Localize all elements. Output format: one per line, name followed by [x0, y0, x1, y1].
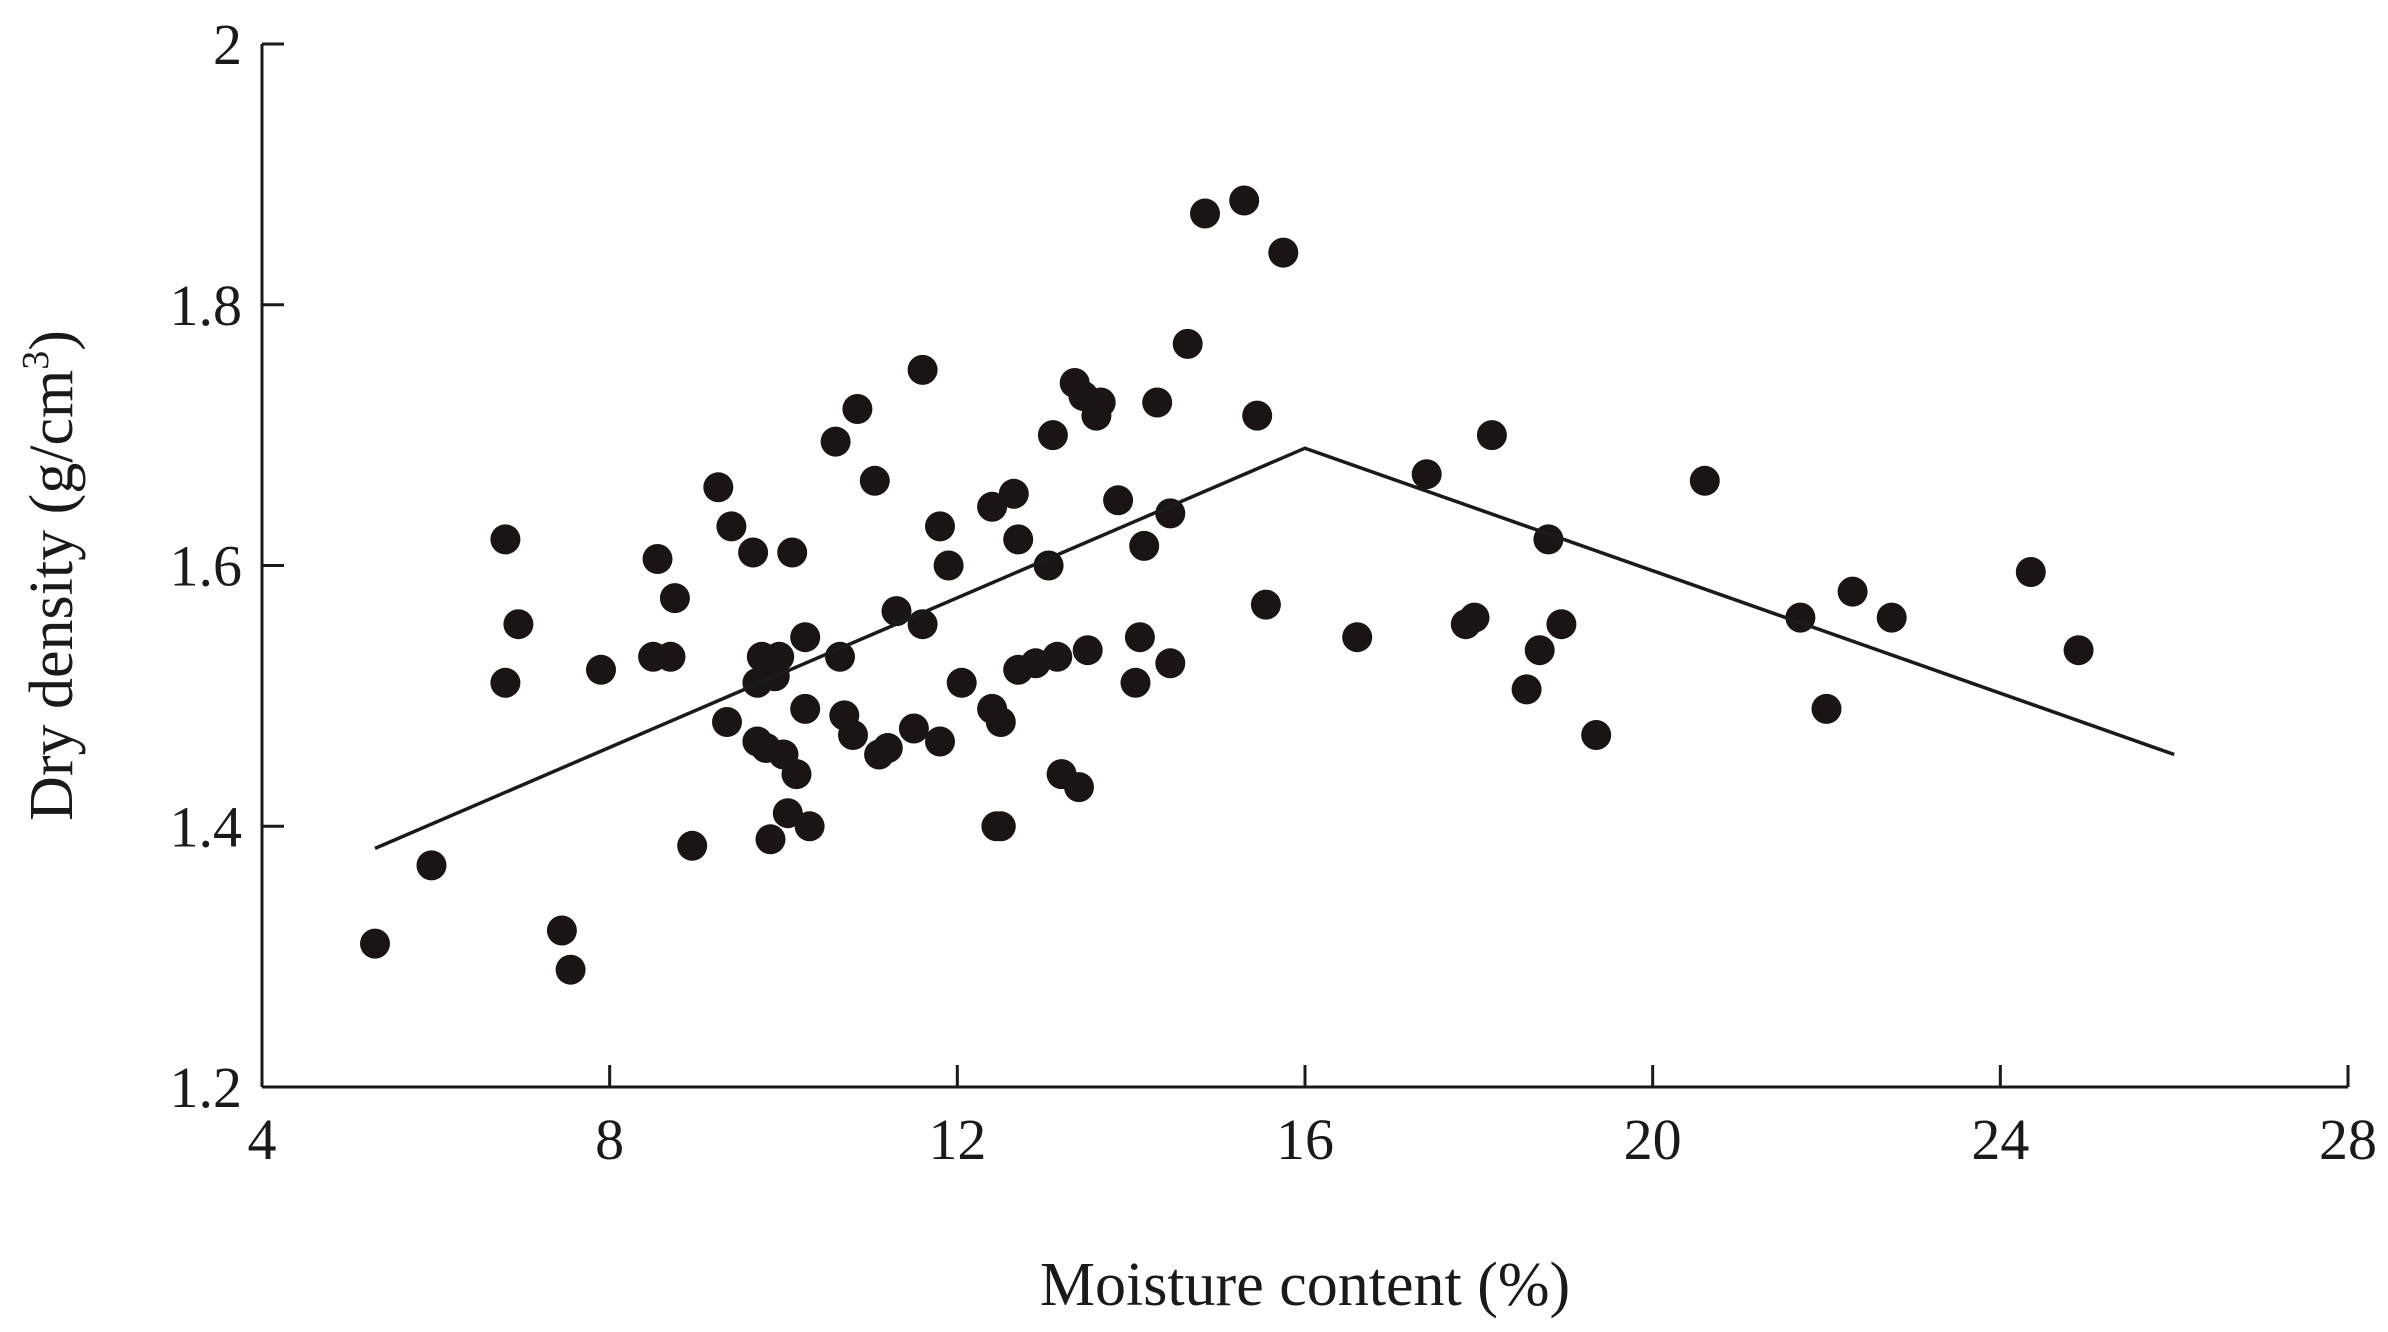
- data-point: [764, 641, 795, 672]
- data-point: [838, 720, 868, 750]
- data-point: [416, 850, 447, 881]
- data-point: [360, 928, 390, 959]
- data-point: [790, 622, 821, 653]
- y-axis-title-sup: 3: [15, 351, 57, 370]
- y-tick-label: 1.8: [170, 273, 243, 338]
- data-point: [946, 667, 977, 698]
- data-point: [2015, 557, 2046, 587]
- data-point: [1129, 530, 1160, 561]
- data-point: [1242, 400, 1273, 431]
- data-point: [898, 713, 929, 744]
- data-point: [1689, 465, 1720, 496]
- y-tick-label: 1.4: [170, 794, 243, 859]
- x-ticks: 4 8 12 16 20 24 28: [248, 1065, 2377, 1172]
- x-tick-label: 12: [928, 1107, 986, 1172]
- trend-line: [374, 446, 2175, 851]
- data-point: [1811, 693, 1842, 724]
- data-point: [586, 654, 616, 685]
- data-point: [1085, 387, 1116, 418]
- data-point: [859, 465, 890, 496]
- data-point: [546, 915, 577, 946]
- data-point: [794, 811, 825, 842]
- data-point: [1120, 667, 1151, 698]
- data-point: [1876, 602, 1907, 633]
- data-point: [1064, 772, 1094, 803]
- data-point: [1155, 648, 1186, 679]
- y-tick-label: 1.2: [170, 1055, 243, 1120]
- data-point: [1190, 198, 1220, 229]
- data-point: [1546, 609, 1577, 640]
- y-axis-title-end: ): [18, 330, 86, 351]
- data-point: [555, 954, 586, 985]
- data-point: [738, 537, 769, 568]
- y-axis-title-main: Dry density (g/cm: [18, 370, 86, 821]
- x-tick-label: 28: [2319, 1107, 2377, 1172]
- data-point: [1250, 589, 1281, 620]
- data-point: [490, 667, 521, 698]
- data-point: [820, 426, 851, 457]
- data-point: [1042, 641, 1073, 672]
- data-points: [360, 185, 2094, 985]
- data-point: [933, 550, 964, 581]
- data-point: [677, 830, 708, 861]
- data-point: [1072, 635, 1103, 666]
- x-tick-label: 4: [248, 1107, 277, 1172]
- data-point: [1172, 328, 1203, 359]
- x-axis-title: Moisture content (%): [1040, 1251, 1570, 1319]
- x-tick-label: 8: [595, 1107, 624, 1172]
- data-point: [716, 511, 747, 542]
- data-point: [985, 811, 1016, 842]
- data-point: [907, 354, 938, 385]
- data-point: [659, 583, 690, 614]
- data-point: [1511, 674, 1542, 705]
- data-point: [1142, 387, 1173, 418]
- data-point: [985, 707, 1016, 737]
- data-point: [842, 394, 873, 424]
- data-point: [781, 759, 812, 790]
- data-point: [998, 478, 1029, 509]
- data-point: [1268, 237, 1299, 268]
- data-point: [1103, 485, 1134, 516]
- data-point: [703, 472, 734, 503]
- data-point: [1033, 550, 1064, 581]
- data-point: [1037, 420, 1068, 451]
- data-point: [1581, 720, 1612, 750]
- data-point: [655, 641, 686, 672]
- data-point: [825, 641, 855, 672]
- data-point: [872, 733, 903, 763]
- y-axis-title: Dry density (g/cm3): [15, 330, 86, 821]
- data-point: [925, 511, 955, 542]
- data-point: [1476, 420, 1507, 451]
- data-point: [1155, 498, 1186, 529]
- x-tick-label: 24: [1971, 1107, 2029, 1172]
- y-tick-label: 1.6: [170, 534, 243, 599]
- data-point: [777, 537, 808, 568]
- data-point: [712, 707, 742, 737]
- data-point: [503, 609, 534, 640]
- data-point: [1459, 602, 1490, 633]
- data-point: [1837, 576, 1868, 607]
- data-point: [772, 798, 803, 829]
- data-point: [642, 544, 673, 574]
- data-point: [1124, 622, 1155, 653]
- data-point: [490, 524, 521, 555]
- data-point: [1003, 524, 1034, 555]
- y-ticks: 1.2 1.4 1.6 1.8 2: [170, 12, 284, 1120]
- y-tick-label: 2: [213, 12, 242, 77]
- data-point: [1229, 185, 1260, 216]
- x-tick-label: 16: [1276, 1107, 1334, 1172]
- data-point: [977, 491, 1008, 522]
- data-point: [925, 726, 955, 757]
- data-point: [1411, 459, 1442, 490]
- data-point: [790, 693, 821, 724]
- data-point: [1342, 622, 1373, 653]
- x-tick-label: 20: [1624, 1107, 1682, 1172]
- data-point: [1524, 635, 1555, 666]
- data-point: [2063, 635, 2094, 666]
- data-point: [755, 824, 786, 855]
- data-point: [881, 596, 912, 627]
